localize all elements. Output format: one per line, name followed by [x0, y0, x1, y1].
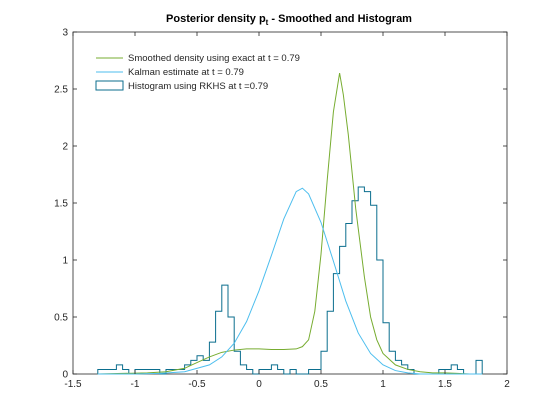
axis-ticks	[72, 31, 508, 375]
series-rkhs-histogram	[97, 186, 483, 375]
y-tick-label: 2	[62, 142, 68, 153]
x-tick-label: 0.5	[314, 379, 328, 390]
legend-label-kalman: Kalman estimate at t = 0.79	[128, 67, 244, 78]
y-tick-label: 2.5	[54, 85, 68, 96]
y-tick-label: 0	[62, 370, 68, 381]
x-tick-label: 2	[504, 379, 510, 390]
x-tick-label: -0.5	[188, 379, 206, 390]
chart-title-suffix: - Smoothed and Histogram	[268, 13, 412, 25]
y-tick-label: 1	[62, 256, 68, 267]
chart-title-main: Posterior density p	[166, 13, 266, 25]
y-tick-label: 1.5	[54, 199, 68, 210]
series-layer	[97, 72, 483, 375]
x-tick-label: -1	[131, 379, 140, 390]
legend-swatch-histogram	[95, 80, 124, 91]
x-tick-label: -1.5	[64, 379, 82, 390]
x-tick-label: 1.5	[438, 379, 452, 390]
legend: Smoothed density using exact at t = 0.79…	[95, 53, 300, 92]
x-tick-label: 0	[256, 379, 262, 390]
chart-title: Posterior density pt - Smoothed and Hist…	[166, 13, 412, 27]
plot-area	[72, 31, 508, 375]
y-tick-label: 0.5	[54, 313, 68, 324]
legend-label-smoothed: Smoothed density using exact at t = 0.79	[128, 53, 300, 64]
axis-tick-labels: -1.5 -1 -0.5 0 0.5 1 1.5 2 0 0.5 1 1.5 2 2.5 3	[54, 28, 510, 391]
y-tick-label: 3	[62, 28, 68, 39]
chart-title-subscript: t	[266, 18, 269, 27]
series-smoothed-density-line	[97, 72, 483, 375]
x-tick-label: 1	[380, 379, 386, 390]
series-kalman-estimate-line	[97, 187, 483, 375]
legend-label-histogram: Histogram using RKHS at t =0.79	[128, 81, 268, 92]
